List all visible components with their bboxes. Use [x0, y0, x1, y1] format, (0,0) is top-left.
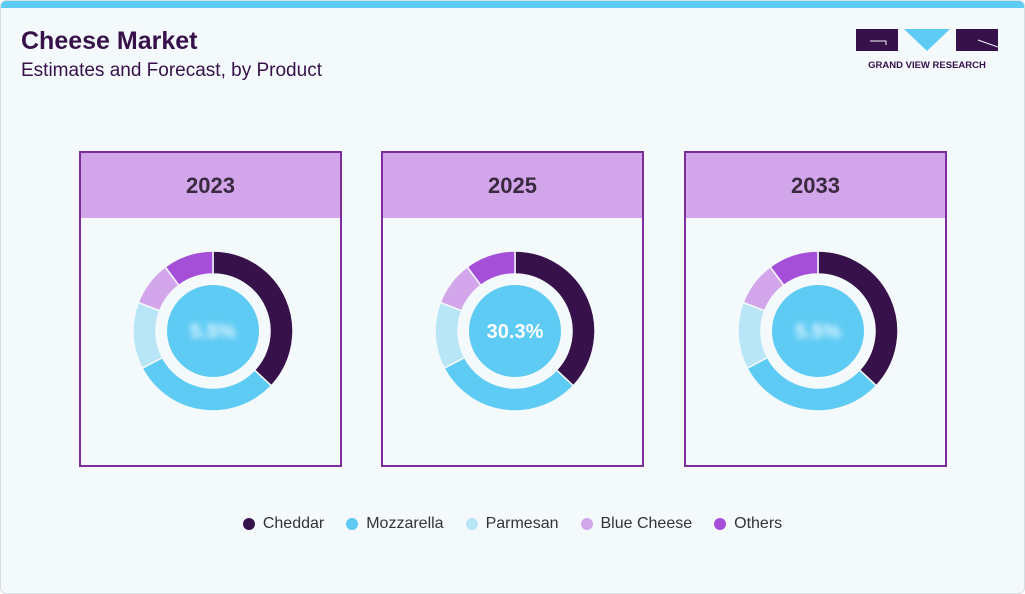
center-circle — [772, 285, 864, 377]
donut-segment-parmesan — [434, 301, 466, 370]
logo-text: GRAND VIEW RESEARCH — [868, 60, 986, 71]
legend-swatch — [242, 518, 255, 530]
legend-item-parmesan: Parmesan — [465, 515, 559, 533]
center-value-label: 30.3% — [487, 321, 544, 343]
donut-panel-2023: 2023 5.5% — [79, 151, 342, 467]
legend-label: Others — [734, 515, 783, 532]
legend-item-mozzarella: Mozzarella — [346, 515, 444, 533]
legend-label: Mozzarella — [366, 515, 444, 532]
legend-item-cheddar: Cheddar — [242, 515, 325, 533]
top-accent-bar — [1, 1, 1024, 8]
chart-subtitle: Estimates and Forecast, by Product — [21, 60, 322, 81]
donut-panel-2033: 2033 5.5% — [684, 151, 947, 467]
grand-view-research-logo: GRAND VIEW RESEARCH — [856, 29, 998, 71]
legend: Cheddar Mozzarella Parmesan Blue Cheese … — [1, 515, 1024, 533]
donut-chart-2025: 30.3% — [434, 250, 596, 412]
donut-segment-parmesan — [132, 301, 164, 370]
panel-year: 2023 — [81, 153, 340, 218]
center-circle — [167, 285, 259, 377]
panel-year: 2033 — [686, 153, 945, 218]
donut-segment-others — [164, 250, 214, 287]
legend-swatch — [346, 518, 359, 530]
legend-swatch — [465, 518, 478, 530]
legend-item-others: Others — [714, 515, 782, 533]
legend-label: Cheddar — [262, 515, 325, 532]
legend-label: Blue Cheese — [600, 515, 693, 532]
center-circle — [469, 285, 561, 377]
donut-segment-others — [466, 250, 516, 287]
center-value-label: 5.5% — [795, 321, 841, 343]
legend-item-blue-cheese: Blue Cheese — [580, 515, 693, 533]
center-value-label: 5.5% — [190, 321, 236, 343]
donut-segment-parmesan — [737, 301, 769, 370]
donut-panel-2025: 2025 30.3% — [381, 151, 644, 467]
panel-year: 2025 — [383, 153, 642, 218]
donut-chart-2033: 5.5% — [737, 250, 899, 412]
donut-segment-others — [769, 250, 819, 287]
donut-chart-2023: 5.5% — [132, 250, 294, 412]
legend-swatch — [580, 518, 593, 530]
legend-label: Parmesan — [485, 515, 559, 532]
legend-swatch — [714, 518, 727, 530]
chart-title: Cheese Market — [21, 27, 198, 55]
